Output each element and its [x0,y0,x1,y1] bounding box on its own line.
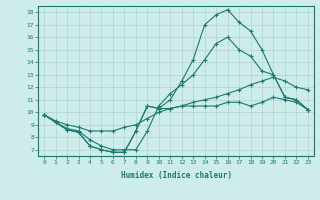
X-axis label: Humidex (Indice chaleur): Humidex (Indice chaleur) [121,171,231,180]
